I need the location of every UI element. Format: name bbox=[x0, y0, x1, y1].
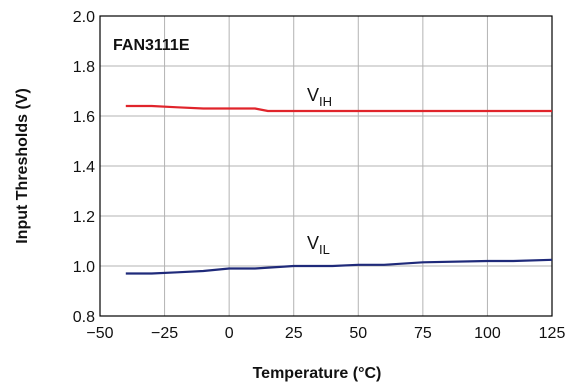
y-tick-label: 0.8 bbox=[73, 309, 95, 326]
x-tick-labels: −50 −25 0 25 50 75 100 125 bbox=[86, 325, 565, 342]
series-label-vil-main: V bbox=[307, 233, 319, 253]
x-tick-label: 100 bbox=[474, 325, 501, 342]
series-label-vil: VIL bbox=[307, 233, 330, 257]
y-axis-title: Input Thresholds (V) bbox=[14, 88, 31, 244]
x-axis-title: Temperature (°C) bbox=[253, 365, 382, 382]
grid bbox=[100, 16, 552, 316]
y-tick-label: 1.6 bbox=[73, 109, 95, 126]
y-tick-labels: 0.8 1.0 1.2 1.4 1.6 1.8 2.0 bbox=[73, 9, 95, 326]
y-tick-label: 1.2 bbox=[73, 209, 95, 226]
y-tick-label: 1.8 bbox=[73, 59, 95, 76]
x-tick-label: −25 bbox=[151, 325, 178, 342]
series-label-vih-sub: IH bbox=[319, 94, 332, 109]
x-tick-label: −50 bbox=[86, 325, 113, 342]
series-line-vih bbox=[125, 104, 552, 113]
x-tick-label: 125 bbox=[539, 325, 566, 342]
x-tick-label: 50 bbox=[349, 325, 367, 342]
plot-frame bbox=[99, 15, 553, 317]
series-label-vih: VIH bbox=[307, 85, 332, 109]
y-tick-label: 2.0 bbox=[73, 9, 95, 26]
chart-title: FAN3111E bbox=[113, 37, 190, 54]
series-group bbox=[125, 104, 553, 275]
series-label-vih-main: V bbox=[307, 85, 319, 105]
series-line-vil bbox=[125, 258, 553, 275]
x-tick-label: 0 bbox=[225, 325, 234, 342]
y-tick-label: 1.0 bbox=[73, 259, 95, 276]
x-tick-label: 25 bbox=[285, 325, 303, 342]
x-tick-label: 75 bbox=[414, 325, 432, 342]
series-label-vil-sub: IL bbox=[319, 242, 330, 257]
y-tick-label: 1.4 bbox=[73, 159, 95, 176]
